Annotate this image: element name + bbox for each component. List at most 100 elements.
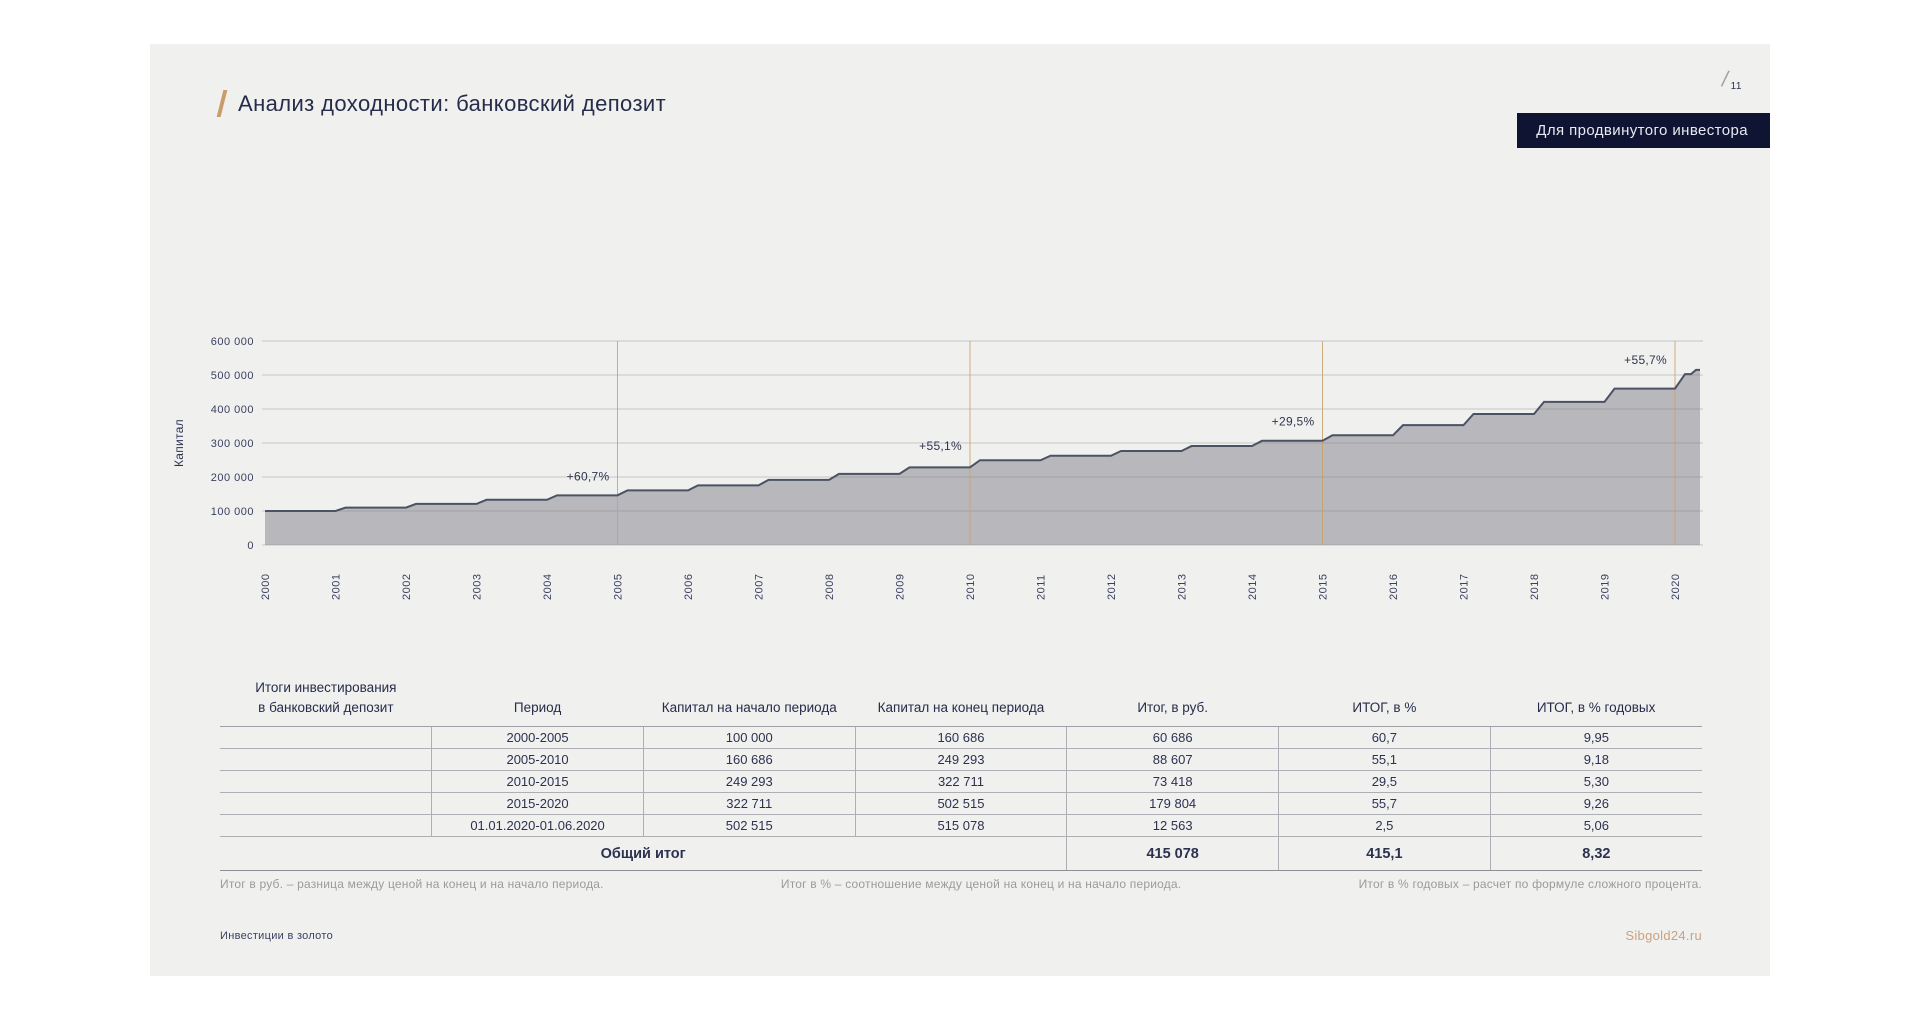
x-tick-label: 2005	[613, 574, 625, 600]
total-value: 415 078	[1066, 836, 1279, 872]
table-cell: 100 000	[642, 726, 856, 750]
table-row: 2005-2010 160 686 249 293 88 607 55,1 9,18	[220, 748, 1702, 772]
table-row: 01.01.2020-01.06.2020 502 515 515 078 12 56…	[220, 814, 1702, 838]
area-fill	[265, 369, 1700, 545]
table-cell: 55,1	[1278, 748, 1491, 772]
capital-chart: 0 100 000 200 000 300 000 400 000 500 000 600 …	[172, 336, 1703, 600]
x-tick-label: 2006	[683, 574, 695, 600]
slide-title-row: Анализ доходности: банковский депозит	[216, 90, 667, 117]
table-header-cell: Итог, в руб.	[1066, 678, 1279, 728]
footnote-annual: Итог в % годовых – расчет по формуле сло…	[1358, 877, 1702, 891]
page-title: Анализ доходности: банковский депозит	[238, 90, 667, 116]
table-cell: 515 078	[854, 814, 1067, 838]
table-cell: 73 418	[1066, 770, 1279, 794]
table-cell: 88 607	[1066, 748, 1279, 772]
table-cell-empty	[220, 748, 432, 772]
total-value: 8,32	[1489, 836, 1702, 872]
table-cell: 249 293	[642, 770, 856, 794]
footnotes: Итог в руб. – разница между ценой на кон…	[220, 877, 1702, 891]
y-tick-label: 100 000	[211, 506, 254, 518]
x-tick-label: 2012	[1106, 574, 1118, 600]
table-header-cell: ИТОГ, в % годовых	[1490, 678, 1702, 728]
table-cell: 01.01.2020-01.06.2020	[431, 814, 644, 838]
table-header-cell: ИТОГ, в %	[1278, 678, 1491, 728]
table-cell-empty	[220, 792, 432, 816]
table-cell: 502 515	[854, 792, 1067, 816]
footer-series-label: Инвестиции в золото	[220, 929, 333, 942]
table-cell: 2000-2005	[431, 726, 644, 750]
x-tick-label: 2008	[824, 574, 836, 600]
table-cell: 2005-2010	[431, 748, 644, 772]
table-row: 2015-2020 322 711 502 515 179 804 55,7 9,26	[220, 792, 1702, 816]
table-cell: 9,18	[1489, 748, 1702, 772]
y-tick-label: 400 000	[211, 404, 254, 416]
table-header-cell: Капитал на начало периода	[643, 678, 856, 728]
table-cell: 249 293	[854, 748, 1067, 772]
table-total-row: Общий итог 415 078 415,1 8,32	[220, 836, 1702, 872]
x-tick-label: 2002	[401, 574, 413, 600]
x-tick-label: 2009	[895, 574, 907, 600]
y-tick-label: 300 000	[211, 438, 254, 450]
total-value: 415,1	[1278, 836, 1491, 872]
table-cell: 160 686	[854, 726, 1067, 750]
table-header-row: Итоги инвестирования в банковский депози…	[220, 678, 1702, 728]
table-cell-empty	[220, 726, 432, 750]
y-axis-title: Капитал	[172, 419, 186, 467]
x-tick-label: 2018	[1529, 574, 1541, 600]
area-line	[265, 368, 1700, 512]
table-cell: 2,5	[1278, 814, 1491, 838]
growth-annotation: +55,7%	[1624, 353, 1667, 367]
table-cell: 9,26	[1489, 792, 1702, 816]
table-cell-empty	[220, 770, 432, 794]
total-label: Общий итог	[220, 836, 1067, 872]
footnote-percent: Итог в % – соотношение между ценой на ко…	[780, 877, 1182, 891]
page-number-value: 11	[1730, 81, 1742, 92]
growth-annotation: +55,1%	[919, 439, 962, 453]
table-cell: 60,7	[1278, 726, 1491, 750]
table-cell: 9,95	[1489, 726, 1702, 750]
table-cell: 12 563	[1066, 814, 1279, 838]
page-number: /11	[1719, 68, 1742, 92]
footer-site-label: Sibgold24.ru	[1625, 928, 1702, 943]
table-cell: 160 686	[642, 748, 856, 772]
y-tick-label: 600 000	[211, 336, 254, 348]
x-tick-label: 2015	[1318, 574, 1330, 600]
table-cell-empty	[220, 814, 432, 838]
x-tick-label: 2017	[1459, 574, 1471, 600]
table-header-cell: Капитал на конец периода	[855, 678, 1067, 728]
x-tick-label: 2020	[1670, 574, 1682, 600]
slide-footer: Инвестиции в золото Sibgold24.ru	[220, 928, 1702, 943]
table-header-cell: Период	[431, 678, 644, 728]
table-cell: 29,5	[1278, 770, 1491, 794]
x-tick-label: 2000	[260, 574, 272, 600]
x-tick-label: 2019	[1600, 574, 1612, 600]
growth-annotation: +60,7%	[567, 469, 610, 483]
slide: /11 Анализ доходности: банковский депози…	[150, 44, 1770, 976]
x-tick-label: 2003	[472, 574, 484, 600]
x-tick-label: 2001	[331, 574, 343, 600]
y-tick-label: 0	[247, 540, 254, 552]
x-tick-label: 2007	[754, 574, 766, 600]
audience-badge: Для продвинутого инвестора	[1517, 113, 1770, 148]
table-cell: 5,06	[1489, 814, 1702, 838]
x-tick-label: 2013	[1177, 574, 1189, 600]
table-cell: 2010-2015	[431, 770, 644, 794]
table-cell: 60 686	[1066, 726, 1279, 750]
footnote-rub: Итог в руб. – разница между ценой на кон…	[220, 877, 604, 891]
results-table-wrap: Итоги инвестирования в банковский депози…	[220, 678, 1702, 872]
results-table: Итоги инвестирования в банковский депози…	[220, 678, 1702, 872]
y-tick-label: 200 000	[211, 472, 254, 484]
table-cell: 55,7	[1278, 792, 1491, 816]
x-tick-label: 2016	[1388, 574, 1400, 600]
table-cell: 179 804	[1066, 792, 1279, 816]
table-cell: 322 711	[642, 792, 856, 816]
table-row: 2010-2015 249 293 322 711 73 418 29,5 5,30	[220, 770, 1702, 794]
table-cell: 2015-2020	[431, 792, 644, 816]
x-tick-label: 2011	[1036, 574, 1048, 600]
table-row: 2000-2005 100 000 160 686 60 686 60,7 9,95	[220, 726, 1702, 750]
table-cell: 502 515	[642, 814, 856, 838]
x-tick-label: 2010	[965, 574, 977, 600]
page-number-slash-icon: /	[1719, 68, 1731, 91]
x-tick-label: 2014	[1247, 574, 1259, 600]
x-tick-label: 2004	[542, 574, 554, 600]
